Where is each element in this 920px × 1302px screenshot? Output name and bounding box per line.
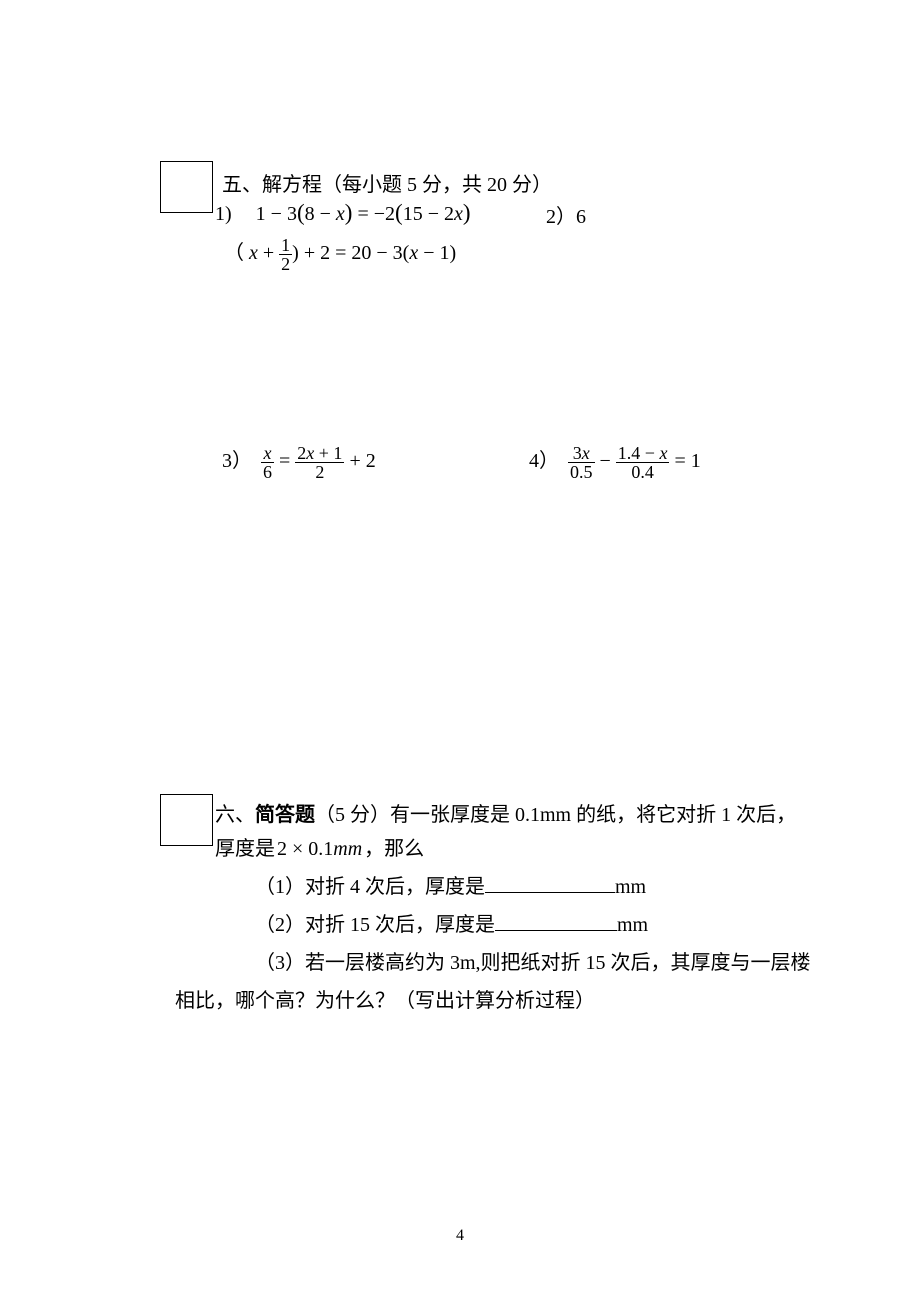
p3-eq: = — [274, 450, 295, 472]
section6-q1: （1）对折 4 次后，厚度是 mm — [255, 870, 646, 899]
problem-1: 1) 1 − 3(8 − x) = −2(15 − 2x) — [215, 200, 471, 226]
s6-rest1: （5 分）有一张厚度是 0.1mm 的纸，将它对折 1 次后， — [315, 804, 796, 826]
p2-var1: x — [249, 242, 258, 264]
p2-plus: + — [258, 242, 279, 264]
p4-frac2: 1.4 − x 0.4 — [616, 444, 670, 481]
p3-lden: 6 — [261, 462, 274, 481]
p2-tail: − 1) — [418, 242, 456, 264]
p4-f1pre: 3 — [573, 443, 582, 463]
p3-rnum-pre: 2 — [297, 443, 306, 463]
p2-open: （ — [224, 242, 244, 264]
section6-score-box — [160, 794, 213, 846]
section6-q2: （2）对折 15 次后，厚度是 mm — [255, 908, 648, 937]
p3-rfrac: 2x + 1 2 — [295, 444, 344, 481]
s6-bold: 简答题 — [255, 804, 315, 826]
p3-lfrac: x 6 — [261, 444, 274, 481]
p4-frac1: 3x 0.5 — [568, 444, 595, 481]
p4-minus: − — [595, 450, 616, 472]
q2-unit: mm — [617, 914, 648, 936]
p4-f1var: x — [582, 443, 590, 463]
p4-f1num: 3x — [568, 444, 595, 462]
p2-label: 2） — [546, 206, 576, 228]
q1-pre: （1）对折 4 次后，厚度是 — [255, 876, 485, 898]
p3-rnum: 2x + 1 — [295, 444, 344, 462]
problem-2-line2: （ x + 12) + 2 = 20 − 3(x − 1) — [224, 236, 456, 273]
p3-rnum-post: + 1 — [314, 443, 342, 463]
section5-score-box — [160, 161, 213, 213]
p1-var2: x — [454, 203, 463, 225]
p4-tail: = 1 — [669, 450, 700, 472]
p1-rhs: = −2 — [352, 203, 395, 225]
p3-tail: + 2 — [344, 450, 375, 472]
p4-f2var: x — [659, 443, 667, 463]
p3-rden: 2 — [295, 462, 344, 481]
section6-q3-line2: 相比，哪个高？为什么？（写出计算分析过程） — [175, 984, 595, 1013]
p2-frac-num: 1 — [279, 236, 292, 254]
p2-lead: 6 — [576, 206, 586, 228]
s6-expr-unit: mm — [333, 838, 362, 860]
p1-inner1: 8 − — [305, 203, 336, 225]
problem-2-label: 2）6 — [546, 200, 586, 229]
problem-3: 3） x 6 = 2x + 1 2 + 2 — [222, 444, 376, 481]
p2-after: ) + 2 = 20 − 3( — [292, 242, 409, 264]
p1-lhs: 1 − 3 — [256, 203, 297, 225]
s6-expr: 2 × 0.1 — [277, 838, 333, 860]
section6-heading-line1: 六、简答题（5 分）有一张厚度是 0.1mm 的纸，将它对折 1 次后， — [215, 798, 796, 827]
section6-line2: 厚度是2 × 0.1mm，那么 — [215, 832, 424, 861]
section6-q3-line1: （3）若一层楼高约为 3m,则把纸对折 15 次后，其厚度与一层楼 — [255, 946, 811, 975]
p4-label: 4） — [529, 450, 559, 472]
p3-label: 3） — [222, 450, 252, 472]
problem-4: 4） 3x 0.5 − 1.4 − x 0.4 = 1 — [529, 444, 701, 481]
p4-f2pre: 1.4 − — [618, 443, 660, 463]
p3-lnum: x — [261, 444, 274, 462]
q2-blank — [495, 910, 617, 931]
s6-l2post: ，那么 — [364, 838, 424, 860]
p2-frac: 12 — [279, 236, 292, 273]
p4-f2num: 1.4 − x — [616, 444, 670, 462]
p1-inner2: 15 − 2 — [403, 203, 454, 225]
p4-f2den: 0.4 — [616, 462, 670, 481]
q2-pre: （2）对折 15 次后，厚度是 — [255, 914, 495, 936]
page: 五、解方程（每小题 5 分，共 20 分） 1) 1 − 3(8 − x) = … — [0, 0, 920, 1302]
p4-f1den: 0.5 — [568, 462, 595, 481]
section5-heading: 五、解方程（每小题 5 分，共 20 分） — [222, 168, 552, 197]
p2-var2: x — [409, 242, 418, 264]
q1-blank — [485, 872, 615, 893]
q1-unit: mm — [615, 876, 646, 898]
page-number: 4 — [0, 1227, 920, 1245]
s6-prefix: 六、 — [215, 804, 255, 826]
p1-var1: x — [336, 203, 345, 225]
s6-l2pre: 厚度是 — [215, 838, 275, 860]
p2-frac-den: 2 — [279, 254, 292, 273]
p1-label: 1) — [215, 203, 232, 225]
